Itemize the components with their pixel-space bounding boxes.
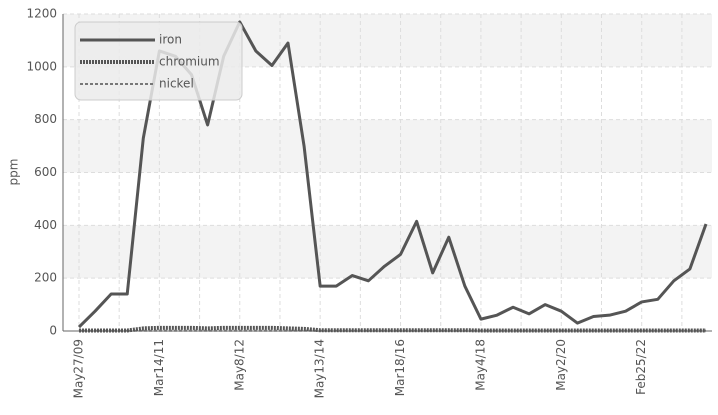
x-tick-label: Feb25/22 <box>634 339 648 395</box>
x-tick-label: Mar14/11 <box>152 339 166 396</box>
x-tick-label: May27/09 <box>72 339 86 398</box>
y-tick-label: 600 <box>34 165 57 179</box>
legend-label: chromium <box>159 55 220 69</box>
grid-band <box>63 225 712 279</box>
y-tick-label: 0 <box>49 324 57 338</box>
legend-label: iron <box>159 33 182 47</box>
x-tick-label: May4/18 <box>473 339 487 391</box>
x-tick-label: May13/14 <box>313 339 327 398</box>
x-tick-label: May2/20 <box>554 339 568 391</box>
x-tick-label: Mar18/16 <box>393 339 407 396</box>
y-axis-label: ppm <box>7 159 21 186</box>
y-tick-label: 200 <box>34 271 57 285</box>
y-tick-label: 1000 <box>26 59 57 73</box>
legend: iron chromium nickel <box>74 21 243 101</box>
grid-band <box>63 119 712 173</box>
legend-label: nickel <box>159 77 194 91</box>
y-tick-label: 800 <box>34 112 57 126</box>
y-tick-label: 1200 <box>26 7 57 21</box>
y-tick-label: 400 <box>34 218 57 232</box>
series-line <box>79 325 706 333</box>
x-tick-label: May8/12 <box>232 339 246 391</box>
